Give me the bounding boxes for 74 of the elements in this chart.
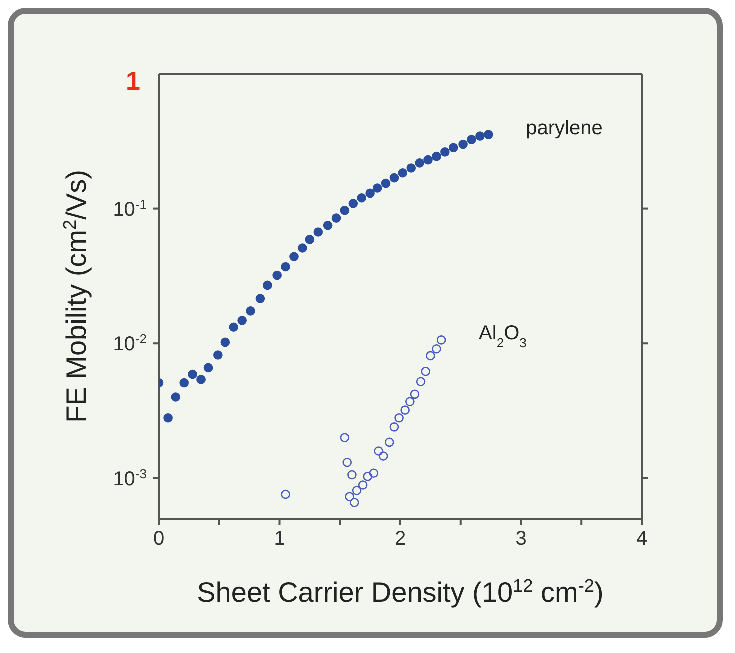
point: [390, 422, 400, 432]
point: [263, 280, 272, 290]
point: [406, 397, 415, 406]
point: [281, 490, 290, 500]
point: [348, 199, 358, 208]
point: [406, 164, 416, 173]
point: [424, 155, 433, 165]
point: [332, 214, 342, 223]
point: [357, 193, 367, 203]
point: [400, 406, 410, 415]
x-tick-label: 4: [636, 528, 648, 550]
point: [378, 452, 388, 461]
point: [204, 363, 214, 373]
x-tick-label: 3: [516, 528, 527, 550]
point: [432, 152, 442, 162]
point: [440, 148, 450, 157]
point: [476, 132, 485, 141]
point: [281, 262, 290, 272]
point: [229, 322, 239, 332]
x-tick-label: 1: [274, 528, 286, 550]
point: [381, 178, 391, 188]
point: [394, 413, 404, 423]
y-tick-label: 10$^{-1}$: [113, 196, 147, 221]
point: [366, 188, 375, 198]
point: [374, 446, 384, 456]
point: [305, 235, 315, 244]
point: [426, 351, 436, 361]
point: [290, 252, 299, 262]
point: [256, 294, 266, 304]
point: [348, 470, 357, 480]
point: [342, 458, 352, 468]
point: [363, 472, 373, 482]
x-tick-label: 2: [394, 528, 406, 550]
x-tick-label: 0: [153, 528, 165, 550]
point: [298, 244, 308, 253]
point: [214, 350, 223, 360]
point: [398, 168, 408, 178]
point: [164, 413, 173, 423]
point: [340, 433, 350, 442]
point: [436, 336, 446, 345]
point: [180, 378, 190, 388]
point: [458, 140, 468, 150]
point: [484, 130, 494, 140]
y-tick-label: 10$^{-3}$: [113, 466, 147, 490]
point: [432, 344, 442, 354]
point: [390, 173, 400, 183]
point: [410, 390, 420, 400]
point: [416, 377, 426, 387]
x-axis-title: Sheet Carrier Density (10$^{12}$ cm$^{-2}$): [197, 576, 604, 608]
point: [369, 468, 379, 478]
point: [415, 158, 424, 168]
point: [467, 135, 476, 144]
point: [323, 221, 333, 230]
text: 1: [126, 66, 140, 97]
point: [421, 366, 431, 376]
point: [220, 338, 230, 348]
point: [350, 498, 360, 508]
point: [352, 486, 362, 496]
point: [171, 392, 181, 402]
point: [314, 228, 324, 237]
point: [196, 375, 206, 384]
point: [358, 480, 368, 490]
point: [345, 492, 354, 502]
point: [384, 438, 394, 448]
y-tick-label: 10$^{-2}$: [113, 331, 147, 356]
point: [448, 143, 458, 153]
point: [238, 316, 247, 326]
series-label: parylene: [526, 117, 603, 140]
point: [246, 306, 256, 316]
point: [188, 370, 198, 380]
series-label: Al$_{2}$O$_{3}$: [479, 322, 527, 350]
point: [372, 184, 382, 193]
point: [340, 206, 350, 216]
point: [272, 270, 282, 280]
